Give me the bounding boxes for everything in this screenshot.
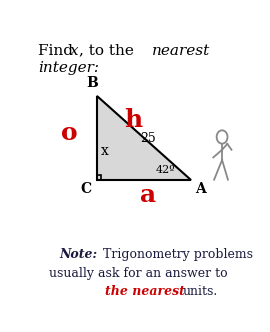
- Text: units.: units.: [182, 285, 218, 298]
- Text: usually ask for an answer to: usually ask for an answer to: [49, 267, 228, 280]
- Text: 25: 25: [140, 132, 156, 145]
- Text: o: o: [61, 121, 78, 145]
- Text: C: C: [80, 183, 92, 197]
- Text: x: x: [101, 144, 109, 158]
- Text: , to the: , to the: [79, 44, 139, 58]
- Text: Trigonometry problems: Trigonometry problems: [103, 248, 253, 261]
- Text: the nearest: the nearest: [105, 285, 185, 298]
- Text: nearest: nearest: [152, 44, 210, 58]
- Text: integer:: integer:: [38, 61, 99, 75]
- Text: Find: Find: [38, 44, 78, 58]
- Text: h: h: [124, 108, 142, 132]
- Text: A: A: [195, 183, 205, 197]
- Text: B: B: [86, 76, 98, 90]
- Polygon shape: [97, 96, 191, 180]
- Text: x: x: [70, 44, 79, 58]
- Text: a: a: [140, 183, 156, 207]
- Text: Note:: Note:: [59, 248, 97, 261]
- Text: 42º: 42º: [156, 165, 175, 175]
